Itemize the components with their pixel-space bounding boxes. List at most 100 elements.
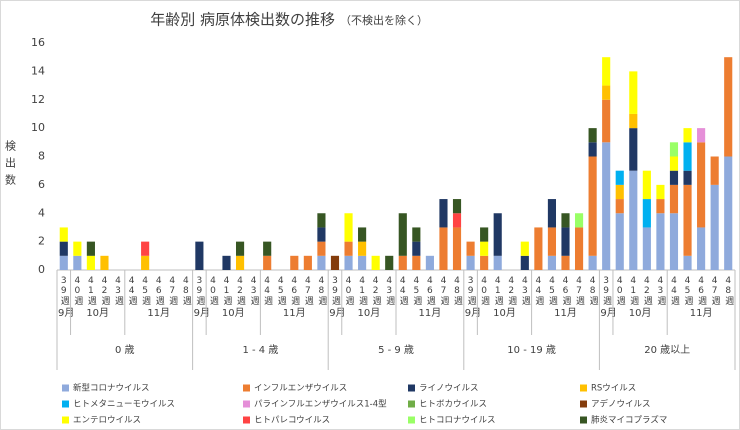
legend-swatch <box>62 416 69 424</box>
bar-segment <box>86 255 95 270</box>
bar-segment <box>385 255 394 270</box>
bar-segment <box>330 255 340 270</box>
x-tick-label: 42週 <box>235 276 246 306</box>
x-tick-label: 39週 <box>466 276 477 306</box>
bar-segment <box>656 213 665 270</box>
bar-segment <box>59 227 68 242</box>
x-tick-label: 45週 <box>547 276 558 306</box>
bar-segment <box>412 227 421 242</box>
legend-label: アデノウイルス <box>591 399 651 410</box>
x-tick-label: 47週 <box>167 276 178 306</box>
x-tick-label: 40週 <box>208 276 219 306</box>
group-label: 1 - 4 歳 <box>242 344 278 356</box>
bar-segment <box>547 199 557 228</box>
x-tick-label: 47週 <box>438 276 449 306</box>
bar-segment <box>588 255 597 270</box>
bar-segment <box>520 255 529 270</box>
month-label: 9月 <box>329 307 345 319</box>
x-tick-label: 48週 <box>316 276 327 306</box>
legend-swatch <box>243 400 250 408</box>
x-tick-label: 47週 <box>710 276 721 306</box>
bar-segment <box>669 184 679 214</box>
bar-segment <box>358 255 367 270</box>
legend-label: ヒトコロナウイルス <box>419 416 496 426</box>
bar-segment <box>669 213 679 270</box>
bar-segment <box>561 227 570 256</box>
bar-segment <box>412 255 421 270</box>
month-label: 11月 <box>147 307 170 319</box>
bar-segment <box>344 241 353 256</box>
month-label: 9月 <box>465 307 481 319</box>
bar-segment <box>683 142 692 171</box>
x-tick-label: 45週 <box>683 276 694 306</box>
x-tick-label: 39週 <box>59 276 70 306</box>
legend-label: エンテロウイルス <box>73 416 141 426</box>
bar-segment <box>439 227 448 270</box>
bar-segment <box>724 156 733 270</box>
bar-segment <box>317 227 326 242</box>
x-tick-label: 44週 <box>262 276 273 306</box>
bar-segment <box>480 227 489 242</box>
x-tick-label: 39週 <box>194 276 205 306</box>
bar-segment <box>358 241 367 256</box>
legend-label: ライノウイルス <box>419 384 479 394</box>
x-tick-label: 42週 <box>506 276 517 306</box>
bar-segment <box>344 213 353 242</box>
legend-label: ヒトパレコウイルス <box>254 416 330 426</box>
x-tick-label: 42週 <box>371 276 382 306</box>
x-tick-label: 40週 <box>344 276 355 306</box>
bar-segment <box>358 227 367 242</box>
x-tick-label: 46週 <box>561 276 572 306</box>
y-tick-label: 12 <box>31 93 45 106</box>
legend-label: ヒトメタニューモウイルス <box>73 400 175 410</box>
bar-segment <box>59 255 68 270</box>
legend-swatch <box>62 384 69 392</box>
bar-segment <box>656 184 665 200</box>
x-tick-label: 46週 <box>425 276 436 306</box>
y-tick-label: 16 <box>31 36 45 49</box>
bar-segment <box>412 241 421 256</box>
bar-segment <box>656 199 665 214</box>
x-tick-label: 48週 <box>181 276 192 306</box>
legend-swatch <box>408 384 415 392</box>
month-label: 9月 <box>58 307 74 319</box>
bar-segment <box>452 227 462 270</box>
bar-segment <box>59 241 68 256</box>
x-tick-label: 48週 <box>588 276 599 306</box>
bar-segment <box>398 213 407 256</box>
bar-segment <box>466 241 475 256</box>
x-tick-label: 43週 <box>113 276 124 306</box>
legend-swatch <box>243 416 250 424</box>
bar-segment <box>493 213 502 256</box>
x-tick-label: 39週 <box>330 276 341 306</box>
bar-segment <box>697 128 706 143</box>
bar-segment <box>195 241 204 270</box>
bar-segment <box>480 241 489 256</box>
bar-segment <box>683 170 692 185</box>
month-label: 9月 <box>194 307 210 319</box>
legend-swatch <box>580 384 587 392</box>
bar-segment <box>73 255 82 270</box>
bar-segment <box>669 156 679 171</box>
x-tick-label: 40週 <box>479 276 490 306</box>
y-tick-label: 14 <box>31 64 45 77</box>
bar-segment <box>534 227 543 270</box>
x-tick-label: 41週 <box>222 276 233 306</box>
bar-segment <box>588 128 597 143</box>
bar-segment <box>697 227 706 270</box>
month-label: 10月 <box>222 307 245 319</box>
x-tick-label: 47週 <box>574 276 585 306</box>
bar-segment <box>520 241 529 256</box>
bar-segment <box>629 71 638 114</box>
bar-segment <box>425 255 434 270</box>
legend-label: パラインフルエンザウイルス1-4型 <box>254 400 387 410</box>
legend-label: ヒトボカウイルス <box>419 400 487 410</box>
group-label: 20 歳以上 <box>644 344 690 356</box>
legend-swatch <box>408 416 415 424</box>
y-tick-label: 10 <box>31 121 45 134</box>
bar-segment <box>561 255 570 270</box>
x-tick-label: 44週 <box>533 276 544 306</box>
y-tick-label: 0 <box>38 263 45 276</box>
month-label: 11月 <box>690 307 713 319</box>
